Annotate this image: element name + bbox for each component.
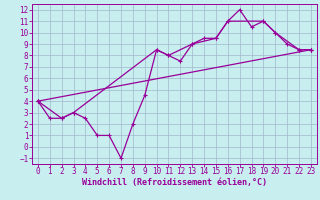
- X-axis label: Windchill (Refroidissement éolien,°C): Windchill (Refroidissement éolien,°C): [82, 178, 267, 187]
